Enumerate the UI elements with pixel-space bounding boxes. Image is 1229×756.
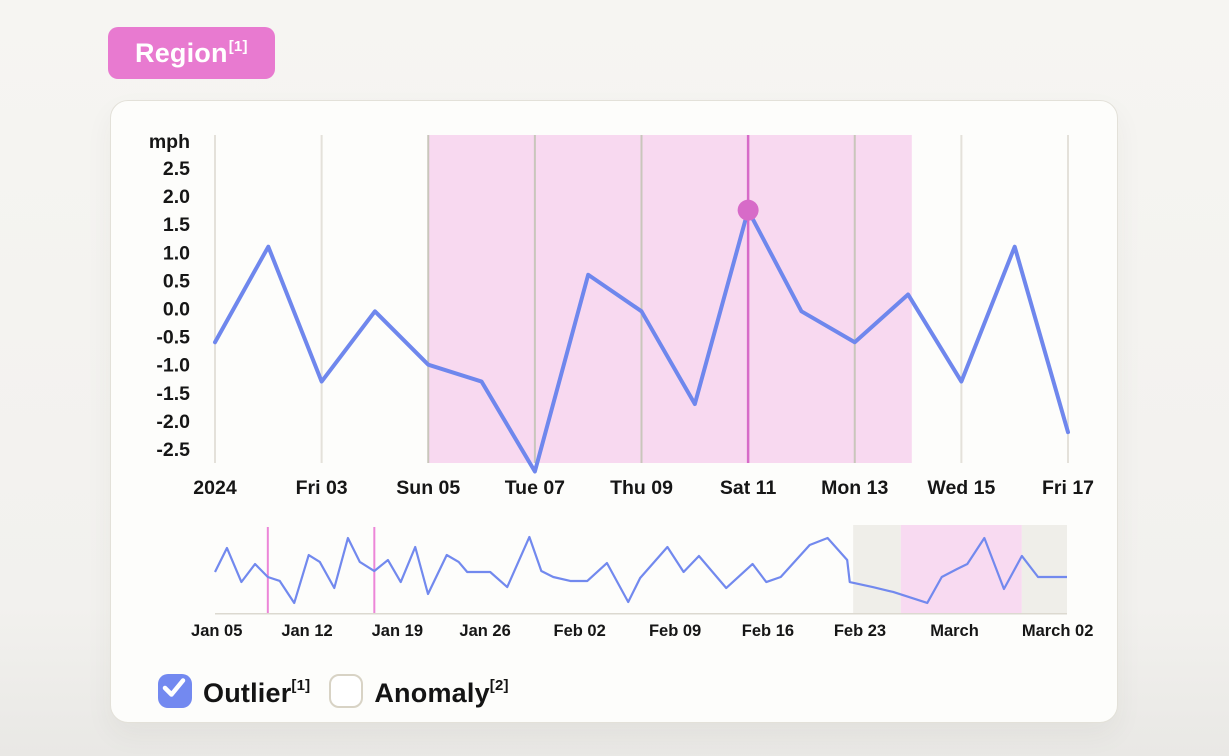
outlier-label: Outlier[1] [203, 677, 311, 708]
overview-tick-label: March 02 [1022, 622, 1094, 640]
anomaly-label: Anomaly[2] [374, 677, 509, 708]
overview-tick-label: Feb 02 [554, 622, 606, 640]
overview-tick-label: Jan 05 [191, 622, 242, 640]
x-tick-label: Fri 03 [296, 477, 348, 499]
region-badge[interactable]: Region [1] [108, 27, 275, 79]
y-tick-label: 1.0 [163, 242, 190, 264]
brush-band[interactable] [1021, 525, 1067, 614]
main-series-line [213, 208, 1070, 474]
x-tick-label: Thu 09 [610, 477, 673, 499]
y-tick-label: 2.5 [163, 158, 190, 180]
x-tick-label: Tue 07 [505, 477, 565, 499]
x-tick-label: 2024 [193, 477, 237, 499]
brush-selection[interactable] [900, 525, 1022, 614]
timeseries-chart-svg: 2024 Fri 03 Sun 05 Tue 07 Thu 09 Sat 11 Mon 13… [149, 131, 1094, 640]
anomaly-toggle[interactable]: Anomaly[2] [329, 671, 509, 710]
x-tick-label: Mon 13 [821, 477, 888, 499]
x-tick-label: Wed 15 [927, 477, 995, 499]
highlight-region [428, 135, 912, 463]
x-tick-label: Fri 17 [1042, 477, 1094, 499]
overview-series-line [214, 535, 1067, 605]
y-axis-unit-label: mph [149, 131, 190, 153]
overview-tick-label: March [930, 622, 979, 640]
y-tick-label: 1.5 [163, 214, 190, 236]
region-badge-sup: [1] [228, 37, 248, 55]
overview-tick-label: Jan 19 [372, 622, 423, 640]
y-tick-label: 2.0 [163, 186, 190, 208]
brush-band[interactable] [853, 525, 901, 614]
region-badge-label: Region [135, 37, 228, 68]
overview-tick-label: Feb 16 [742, 622, 794, 640]
y-tick-label: 0.5 [163, 270, 190, 292]
check-icon [162, 678, 186, 697]
chart-card: 2024 Fri 03 Sun 05 Tue 07 Thu 09 Sat 11 Mon 13… [110, 100, 1118, 723]
chart-legend: Outlier[1] Anomaly[2] [158, 671, 509, 710]
overview-tick-label: Jan 26 [459, 622, 510, 640]
overview-tick-label: Feb 23 [834, 622, 886, 640]
y-tick-label: -0.5 [156, 327, 190, 349]
y-tick-label: -2.0 [156, 411, 190, 433]
y-tick-label: 0.0 [163, 299, 190, 321]
overview-tick-label: Feb 09 [649, 622, 701, 640]
x-tick-label: Sun 05 [396, 477, 460, 499]
y-tick-label: -2.5 [156, 439, 190, 461]
outlier-toggle[interactable]: Outlier[1] [158, 671, 310, 710]
outlier-point[interactable] [737, 199, 759, 221]
overview-tick-label: Jan 12 [281, 622, 332, 640]
outlier-checkbox[interactable] [158, 673, 192, 708]
y-tick-label: -1.5 [156, 383, 190, 405]
y-tick-label: -1.0 [156, 355, 190, 377]
x-tick-label: Sat 11 [720, 477, 777, 499]
anomaly-checkbox[interactable] [329, 673, 364, 708]
